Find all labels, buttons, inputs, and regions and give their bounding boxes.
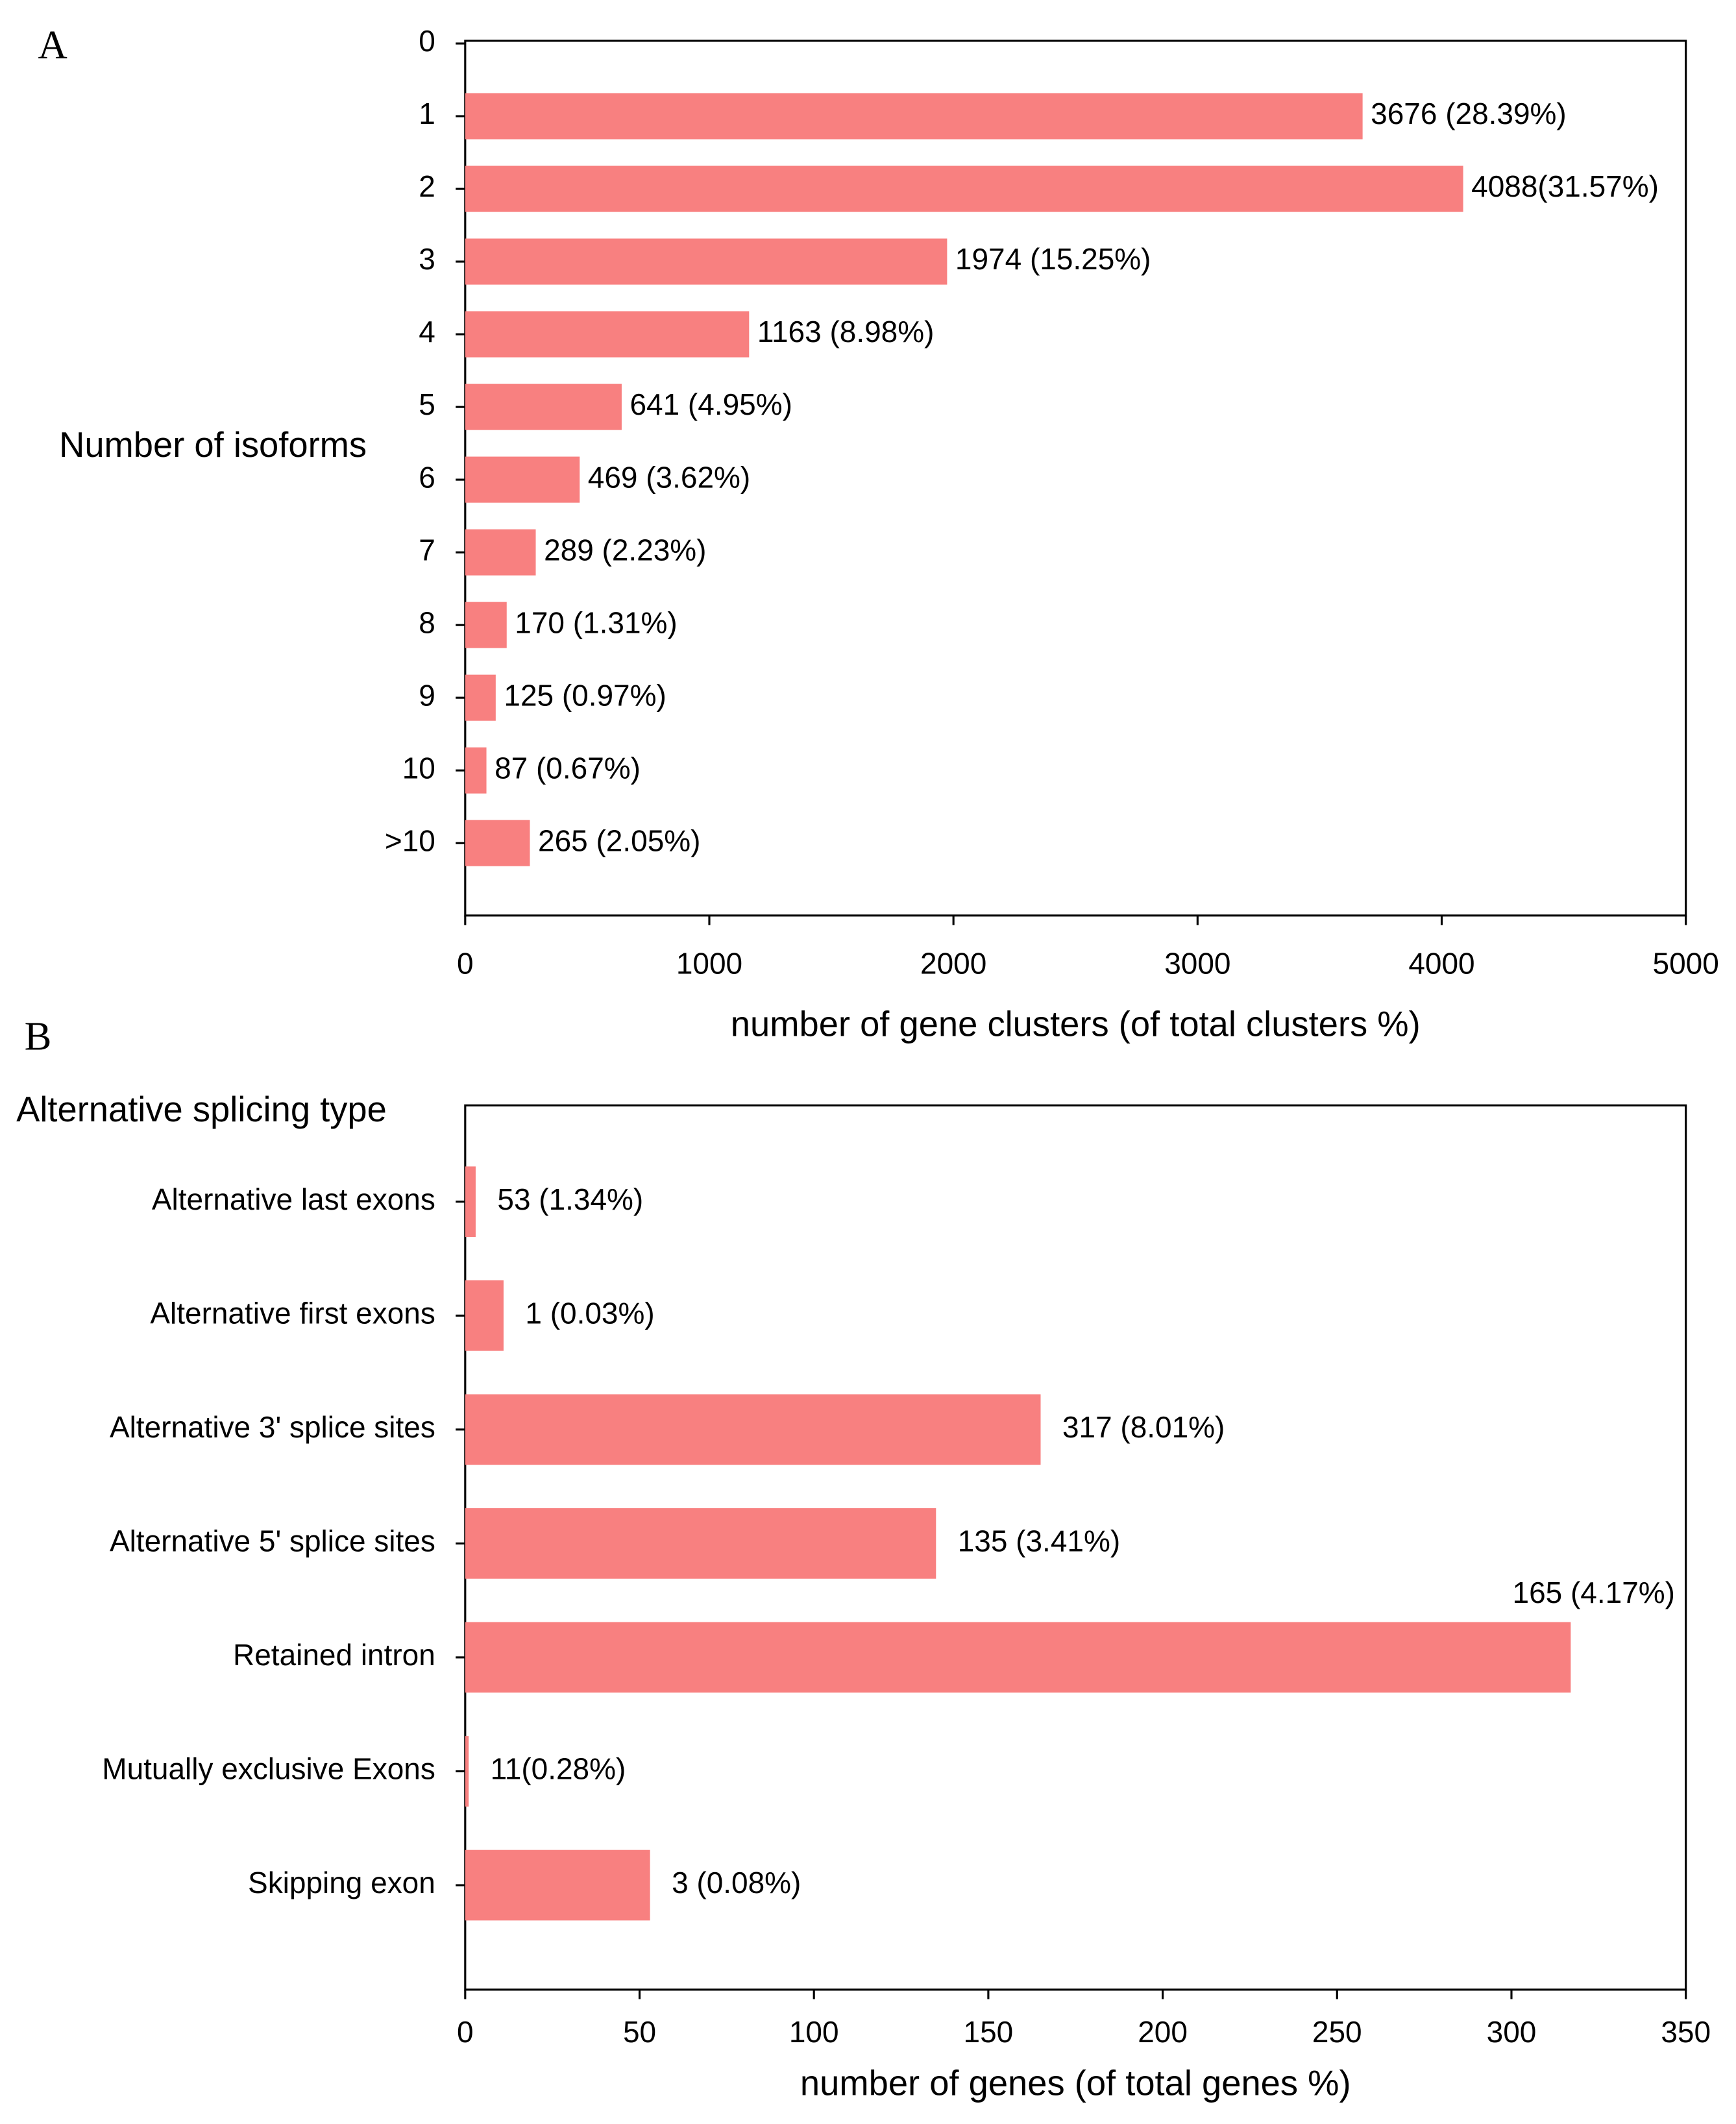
bar — [465, 747, 487, 794]
x-tick-label: 1000 — [676, 946, 742, 980]
value-label: 289 (2.23%) — [544, 533, 706, 567]
y-tick-label: 9 — [419, 678, 435, 712]
annotation: 53 (1.34%) — [497, 1182, 643, 1216]
annotation: 1 (0.03%) — [525, 1296, 654, 1330]
y-tick-label: Alternative last exons — [152, 1182, 435, 1216]
x-tick-label: 250 — [1312, 2015, 1362, 2049]
x-tick-label: 0 — [457, 946, 474, 980]
value-label: 1974 (15.25%) — [955, 242, 1151, 276]
bar — [465, 1166, 476, 1238]
y-tick-label: Alternative 5' splice sites — [110, 1524, 435, 1558]
bar — [465, 820, 530, 866]
bar — [465, 674, 496, 721]
value-label: 170 (1.31%) — [515, 605, 677, 639]
y-tick-label: Mutually exclusive Exons — [102, 1752, 435, 1786]
x-axis-title: number of genes (of total genes %) — [800, 2064, 1351, 2103]
y-tick-label: 10 — [402, 751, 435, 785]
y-tick-label: 3 — [419, 242, 435, 276]
y-tick-label: Alternative 3' splice sites — [110, 1410, 435, 1444]
bar — [465, 529, 536, 576]
value-label: 125 (0.97%) — [504, 678, 666, 712]
annotation: 11(0.28%) — [491, 1752, 626, 1786]
panel-label: B — [25, 1013, 52, 1058]
y-axis-title: Number of isoforms — [59, 425, 367, 465]
bar — [465, 1394, 1041, 1465]
y-tick-label: 7 — [419, 533, 435, 567]
value-label: 1163 (8.98%) — [757, 315, 935, 348]
annotation: 135 (3.41%) — [958, 1524, 1120, 1558]
y-tick-label: 6 — [419, 460, 435, 494]
y-tick-label: 1 — [419, 97, 435, 130]
bar — [465, 238, 947, 285]
panel-label: A — [38, 22, 67, 67]
y-tick-label: Skipping exon — [248, 1866, 435, 1899]
x-tick-label: 350 — [1661, 2015, 1711, 2049]
y-tick-label: 8 — [419, 605, 435, 639]
annotation: 165 (4.17%) — [1513, 1576, 1675, 1609]
bar — [465, 384, 622, 430]
bar — [465, 165, 1463, 212]
x-axis-title: number of gene clusters (of total cluste… — [731, 1005, 1421, 1044]
x-tick-label: 100 — [789, 2015, 839, 2049]
y-tick-label: Alternative first exons — [150, 1296, 435, 1330]
bar — [465, 1508, 936, 1579]
x-tick-label: 300 — [1487, 2015, 1537, 2049]
bar — [465, 602, 507, 648]
annotation: 317 (8.01%) — [1062, 1410, 1225, 1444]
value-label: 265 (2.05%) — [538, 824, 700, 857]
annotation: 3 (0.08%) — [672, 1866, 801, 1899]
x-tick-label: 150 — [964, 2015, 1014, 2049]
bar — [465, 456, 580, 503]
x-tick-label: 2000 — [920, 946, 986, 980]
x-tick-label: 50 — [623, 2015, 656, 2049]
x-tick-label: 3000 — [1164, 946, 1230, 980]
y-tick-label: >10 — [385, 824, 435, 857]
bar — [465, 1736, 469, 1807]
x-tick-label: 0 — [457, 2015, 474, 2049]
x-tick-label: 4000 — [1408, 946, 1474, 980]
value-label: 469 (3.62%) — [588, 460, 750, 494]
bar — [465, 311, 750, 358]
value-label: 4088(31.57%) — [1471, 169, 1659, 203]
x-tick-label: 5000 — [1653, 946, 1719, 980]
value-label: 3676 (28.39%) — [1371, 97, 1567, 130]
bar — [465, 93, 1363, 140]
value-label: 87 (0.67%) — [495, 751, 641, 785]
y-tick-label: 5 — [419, 387, 435, 421]
x-tick-label: 200 — [1138, 2015, 1188, 2049]
y-tick-label: 4 — [419, 315, 435, 348]
y-tick-label: Retained intron — [233, 1638, 435, 1672]
y-axis-title: Alternative splicing type — [16, 1090, 387, 1129]
y-tick-label: 2 — [419, 169, 435, 203]
y-tick-label: 0 — [419, 24, 435, 58]
bar — [465, 1849, 650, 1921]
bar — [465, 1280, 504, 1351]
bar — [465, 1622, 1571, 1693]
value-label: 641 (4.95%) — [630, 387, 792, 421]
